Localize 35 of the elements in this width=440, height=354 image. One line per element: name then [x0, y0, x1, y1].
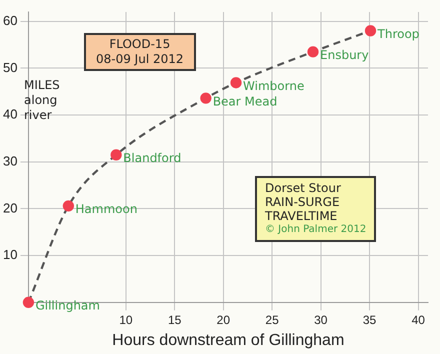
x-tick-label: 35	[362, 312, 377, 327]
annotation: TRAVELTIME	[265, 209, 338, 223]
point	[200, 92, 212, 104]
annotation: Hammoon	[75, 202, 138, 216]
point	[364, 25, 376, 36]
y-axis-title: MILES along river	[24, 78, 61, 123]
x-tick-label: 30	[314, 312, 328, 327]
point	[62, 200, 74, 212]
text: FLOOD-15	[108, 37, 172, 52]
point	[307, 46, 319, 58]
y-tick-label: 60	[2, 12, 18, 28]
x-tick-label: 15	[168, 312, 182, 327]
annotation: Ensbury	[320, 48, 369, 62]
y-tick-label: 20	[2, 200, 18, 216]
annotation: Throop	[376, 26, 420, 41]
y-tick-label: 40	[2, 106, 18, 122]
annotation: Dorset Stour	[265, 181, 342, 195]
annotation: RAIN-SURGE	[265, 195, 341, 209]
point	[230, 77, 242, 88]
annotation: Wimborne	[243, 78, 304, 93]
y-tick-label: 50	[2, 60, 18, 75]
y-tick-label: 10	[2, 247, 18, 262]
point	[110, 149, 122, 160]
annotation: Blandford	[123, 150, 182, 165]
annotation: Gillingham	[35, 298, 100, 313]
x-tick-label: 25	[265, 312, 280, 327]
annotation: © John Palmer 2012	[265, 223, 366, 237]
x-axis-title: Hours downstream of Gillingham	[112, 332, 344, 349]
y-tick-label: 30	[2, 153, 18, 168]
x-tick-label: 10	[119, 312, 133, 327]
text: 08-09 Jul 2012	[96, 52, 184, 67]
x-tick-label: 40	[412, 312, 426, 327]
annotation: Bear Mead	[212, 94, 278, 108]
x-tick-label: 20	[216, 312, 230, 327]
point	[22, 296, 34, 308]
